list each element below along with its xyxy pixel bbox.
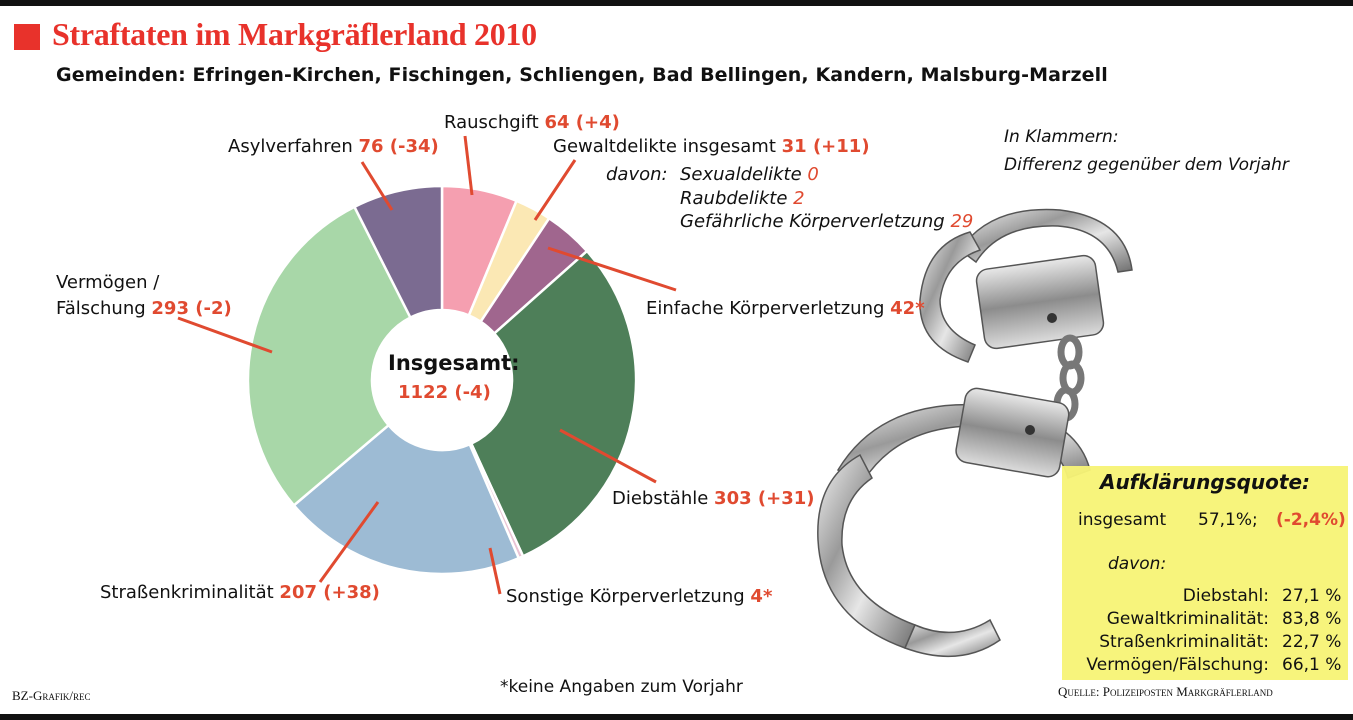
quote-row-value-3: 22,7 %	[1282, 632, 1342, 652]
label-einfache: Einfache Körperverletzung 42*	[646, 298, 925, 320]
label-vermoegen-line2: Fälschung 293 (-2)	[56, 298, 232, 320]
label-rauschgift: Rauschgift 64 (+4)	[444, 112, 620, 134]
label-vermoegen-name: Fälschung	[56, 298, 146, 319]
quote-row-label-3: Straßenkriminalität:	[1099, 632, 1269, 652]
leader-diebstaehle	[559, 428, 657, 484]
label-einfache-value: 42*	[890, 298, 925, 319]
label-sonstige-name: Sonstige Körperverletzung	[506, 586, 745, 607]
quote-row-label-1: Diebstahl:	[1182, 586, 1269, 606]
label-rauschgift-name: Rauschgift	[444, 112, 539, 133]
pie-slice-asylverfahren	[352, 184, 444, 320]
donut-hole	[373, 311, 511, 449]
center-label: Insgesamt:	[388, 351, 520, 375]
leader-sonstige	[488, 547, 502, 595]
leader-lines	[177, 135, 677, 595]
quote-total-value: 57,1%;	[1198, 510, 1258, 530]
sub-item-raub: Raubdelikte 2	[680, 188, 805, 210]
leader-rauschgift	[463, 135, 474, 196]
bottom-rule	[0, 714, 1353, 720]
label-gewalt: Gewaltdelikte insgesamt 31 (+11)	[553, 136, 870, 158]
label-davon: davon:	[606, 164, 668, 185]
label-strasse-value: 207 (+38)	[279, 582, 380, 603]
label-diebstaehle-name: Diebstähle	[612, 488, 709, 509]
title-square-icon	[14, 24, 40, 50]
label-einfache-name: Einfache Körperverletzung	[646, 298, 885, 319]
label-sonstige-value: 4*	[750, 586, 773, 607]
quote-title: Aufklärungsquote:	[1099, 470, 1311, 494]
leader-vermoegen	[177, 316, 273, 354]
quote-total-change: (-2,4%)	[1276, 510, 1346, 530]
quote-box	[1062, 466, 1348, 680]
quote-row-value-2: 83,8 %	[1282, 609, 1342, 629]
center-value: 1122 (-4)	[398, 382, 491, 403]
sub-item-sexual-name: Sexualdelikte	[680, 164, 802, 185]
leader-einfache	[547, 246, 677, 292]
quote-row-value-4: 66,1 %	[1282, 655, 1342, 675]
donut-chart	[246, 184, 638, 576]
leader-asyl	[360, 161, 394, 211]
page-subtitle: Gemeinden: Efringen-Kirchen, Fischingen,…	[56, 64, 1108, 86]
label-diebstaehle: Diebstähle 303 (+31)	[612, 488, 814, 510]
pie-slice-diebstähle	[469, 249, 638, 558]
sub-item-gefaehrlich-name: Gefährliche Körperverletzung	[680, 211, 945, 232]
label-sonstige: Sonstige Körperverletzung 4*	[506, 586, 772, 608]
sub-item-gefaehrlich-value: 29	[950, 211, 974, 232]
quote-row-label-2: Gewaltkriminalität:	[1106, 609, 1269, 629]
label-asyl: Asylverfahren 76 (-34)	[228, 136, 439, 158]
quote-total-label: insgesamt	[1078, 510, 1167, 530]
quote-row-label-4: Vermögen/Fälschung:	[1086, 655, 1269, 675]
leader-gewalt	[533, 159, 577, 221]
label-vermoegen-value: 293 (-2)	[151, 298, 232, 319]
label-rauschgift-value: 64 (+4)	[544, 112, 620, 133]
sub-item-sexual: Sexualdelikte 0	[680, 164, 819, 186]
sub-item-raub-name: Raubdelikte	[680, 188, 788, 209]
note-line1: In Klammern:	[1004, 127, 1119, 147]
label-strasse-name: Straßenkriminalität	[100, 582, 274, 603]
leader-strasse	[318, 501, 380, 583]
handcuffs-icon	[817, 208, 1133, 658]
page-title: Straftaten im Markgräflerland 2010	[52, 16, 537, 52]
footnote: *keine Angaben zum Vorjahr	[500, 677, 743, 697]
quote-row-value-1: 27,1 %	[1282, 586, 1342, 606]
label-diebstaehle-value: 303 (+31)	[714, 488, 815, 509]
label-asyl-value: 76 (-34)	[358, 136, 439, 157]
pie-slice-straßenkriminalität	[292, 423, 521, 576]
sub-item-sexual-value: 0	[807, 164, 819, 185]
label-asyl-name: Asylverfahren	[228, 136, 353, 157]
label-gewalt-name: Gewaltdelikte insgesamt	[553, 136, 776, 157]
label-vermoegen-line1: Vermögen /	[56, 272, 160, 293]
note-line2: Differenz gegenüber dem Vorjahr	[1004, 155, 1289, 175]
label-gewalt-value: 31 (+11)	[781, 136, 870, 157]
credit: BZ-Grafik/rec	[12, 688, 91, 703]
sub-item-gefaehrlich: Gefährliche Körperverletzung 29	[680, 211, 973, 233]
label-strasse: Straßenkriminalität 207 (+38)	[100, 582, 380, 604]
sub-item-raub-value: 2	[793, 188, 805, 209]
quote-davon: davon:	[1108, 554, 1167, 574]
source: Quelle: Polizeiposten Markgräflerland	[1058, 684, 1273, 699]
top-rule	[0, 0, 1353, 6]
pie-slice-vermögen-fälschung	[246, 205, 413, 508]
